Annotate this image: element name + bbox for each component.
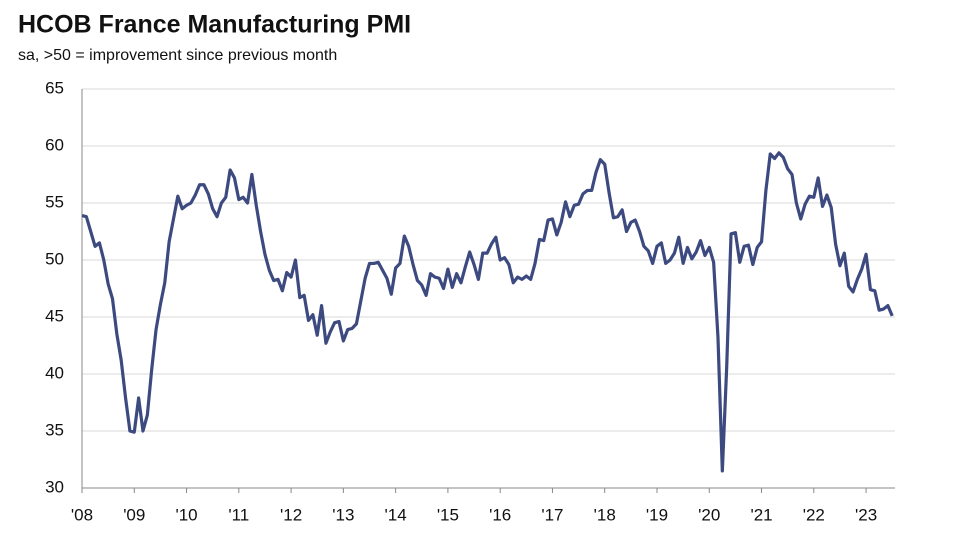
y-tick-label: 40 — [45, 363, 64, 382]
x-tick-label: '18 — [594, 505, 616, 524]
x-tick-label: '15 — [437, 505, 459, 524]
x-tick-label: '22 — [803, 505, 825, 524]
x-tick-label: '10 — [175, 505, 197, 524]
y-tick-label: 55 — [45, 192, 64, 211]
x-tick-label: '16 — [489, 505, 511, 524]
x-tick-label: '21 — [750, 505, 772, 524]
y-tick-label: 30 — [45, 477, 64, 496]
x-tick-label: '23 — [855, 505, 877, 524]
x-tick-label: '08 — [71, 505, 93, 524]
x-tick-label: '09 — [123, 505, 145, 524]
y-tick-label: 50 — [45, 249, 64, 268]
x-tick-label: '14 — [385, 505, 407, 524]
x-tick-label: '20 — [698, 505, 720, 524]
pmi-line — [81, 151, 894, 473]
y-tick-label: 65 — [45, 78, 64, 97]
x-tick-label: '17 — [541, 505, 563, 524]
x-tick-label: '19 — [646, 505, 668, 524]
x-tick-label: '11 — [228, 505, 249, 524]
chart-title: HCOB France Manufacturing PMI — [18, 11, 411, 39]
y-tick-label: 45 — [45, 306, 64, 325]
y-tick-label: 35 — [45, 420, 64, 439]
y-tick-label: 60 — [45, 135, 64, 154]
x-tick-label: '13 — [332, 505, 354, 524]
chart-subtitle: sa, >50 = improvement since previous mon… — [18, 47, 337, 64]
x-tick-label: '12 — [280, 505, 302, 524]
